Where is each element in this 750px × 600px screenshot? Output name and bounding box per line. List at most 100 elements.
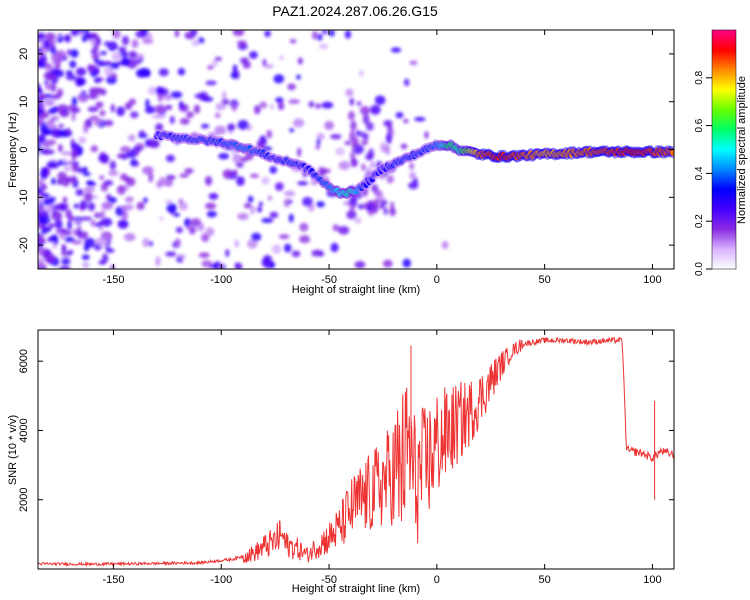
heatmap-noise-blob: [158, 68, 169, 77]
heatmap-noise-blob: [369, 160, 376, 170]
heatmap-noise-blob: [363, 133, 369, 141]
heatmap-noise-blob: [179, 173, 190, 178]
heatmap-noise-blob: [191, 39, 200, 47]
heatmap-noise-blob: [231, 102, 237, 112]
heatmap-noise-blob: [175, 226, 183, 234]
heatmap-noise-blob: [279, 55, 284, 61]
heatmap-noise-blob: [51, 177, 56, 185]
heatmap-noise-blob: [283, 243, 292, 253]
heatmap-noise-blob: [78, 136, 87, 144]
heatmap-x-tick-label: 50: [539, 274, 551, 286]
heatmap-ridge: [152, 128, 674, 200]
heatmap-noise-blob: [194, 93, 204, 99]
heatmap-noise-blob: [53, 128, 59, 138]
heatmap-noise-blob: [344, 140, 352, 146]
heatmap-noise-blob: [225, 249, 230, 257]
colorbar-label: Normalized spectral amplitude: [736, 76, 748, 224]
heatmap-noise-blob: [99, 109, 106, 117]
heatmap-noise-blob: [237, 40, 247, 46]
heatmap-noise-blob: [237, 212, 249, 221]
heatmap-noise-blob: [382, 259, 393, 268]
heatmap-noise-blob: [42, 248, 50, 257]
heatmap-noise-blob: [93, 243, 102, 251]
heatmap-noise-blob: [81, 262, 90, 268]
heatmap-noise-blob: [235, 162, 244, 168]
heatmap-y-tick-label: -10: [18, 189, 30, 205]
snr-line-group: [38, 336, 674, 568]
heatmap-noise-blob: [367, 148, 375, 161]
heatmap-noise-blob: [355, 130, 362, 137]
heatmap-noise-blob: [297, 147, 302, 157]
heatmap-y-ticks: -20 -10 0 10 20: [18, 48, 674, 253]
snr-x-tick-label: -150: [102, 574, 124, 586]
heatmap-noise-blob: [311, 249, 323, 257]
heatmap-noise-blob: [65, 128, 71, 136]
heatmap-x-tick-label: 0: [434, 274, 440, 286]
heatmap-noise-blob: [205, 80, 217, 86]
heatmap-noise-blob: [67, 249, 74, 255]
heatmap-noise-blob: [249, 205, 256, 215]
heatmap-y-tick-label: 0: [18, 146, 30, 152]
heatmap-noise-blob: [141, 39, 154, 44]
heatmap-noise-blob: [92, 44, 99, 52]
heatmap-noise-blob: [61, 151, 73, 156]
heatmap-noise-blob: [316, 132, 325, 140]
heatmap-noise-blob: [249, 51, 258, 59]
heatmap-noise-blob: [142, 166, 154, 175]
heatmap-noise-blob: [109, 160, 117, 171]
heatmap-noise-blob: [386, 174, 394, 184]
heatmap-noise-blob: [95, 67, 100, 75]
heatmap-noise-blob: [70, 49, 79, 58]
heatmap-noise-blob: [258, 201, 263, 207]
heatmap-noise-blob: [148, 172, 154, 183]
heatmap-noise-blob: [365, 121, 374, 131]
heatmap-noise-blob: [131, 39, 139, 49]
heatmap-noise-blob: [207, 65, 214, 70]
colorbar-tick-label: 0.8: [694, 70, 705, 84]
heatmap-noise-blob: [99, 175, 104, 180]
heatmap-noise-blob: [359, 105, 371, 116]
heatmap-noise-blob: [61, 228, 66, 234]
heatmap-noise-blob: [73, 203, 79, 209]
heatmap-noise-blob: [184, 217, 191, 228]
heatmap-noise-blob: [39, 211, 50, 218]
heatmap-noise-blob: [374, 198, 381, 205]
heatmap-noise-blob: [123, 233, 136, 242]
heatmap-noise-blob: [143, 197, 148, 204]
heatmap-noise-blob: [142, 237, 150, 248]
heatmap-noise-blob: [383, 207, 388, 215]
heatmap-noise-blob: [101, 201, 114, 210]
heatmap-noise-blob: [116, 153, 125, 159]
heatmap-noise-blob: [400, 143, 408, 150]
heatmap-noise-blob: [204, 175, 213, 186]
heatmap-noise-blob: [380, 199, 388, 206]
heatmap-noise-blob: [51, 211, 63, 221]
heatmap-noise-blob: [232, 30, 245, 37]
heatmap-noise-blob: [370, 184, 379, 193]
heatmap-noise-blob: [42, 225, 48, 231]
heatmap-noise-blob: [308, 101, 315, 108]
colorbar-tick-label: 0.2: [694, 214, 705, 228]
heatmap-noise-blob: [57, 123, 65, 128]
snr-x-axis-label: Height of straight line (km): [292, 583, 420, 595]
heatmap-noise-blob: [136, 201, 145, 211]
heatmap-noise-blob: [56, 37, 63, 43]
heatmap-noise-blob: [83, 192, 94, 201]
heatmap-noise-blob: [330, 133, 342, 140]
heatmap-noise-blob: [270, 261, 276, 269]
heatmap-noise-blob: [269, 211, 279, 219]
heatmap-noise-blob: [77, 150, 82, 156]
heatmap-y-axis-label: Frequency (Hz): [7, 112, 19, 188]
heatmap-noise-blob: [155, 256, 161, 267]
heatmap-noise-blob: [100, 209, 105, 220]
heatmap-noise-blob: [72, 149, 78, 157]
heatmap-noise-blob: [57, 144, 63, 153]
heatmap-noise-blob: [402, 258, 412, 268]
heatmap-noise-blob: [89, 219, 97, 227]
heatmap-noise-blob: [190, 218, 202, 227]
heatmap-noise-blob: [251, 232, 262, 242]
heatmap-noise-blob: [70, 30, 80, 37]
heatmap-noise-blob: [135, 30, 147, 38]
heatmap-noise-blob: [318, 43, 329, 50]
heatmap-noise-blob: [165, 104, 173, 110]
